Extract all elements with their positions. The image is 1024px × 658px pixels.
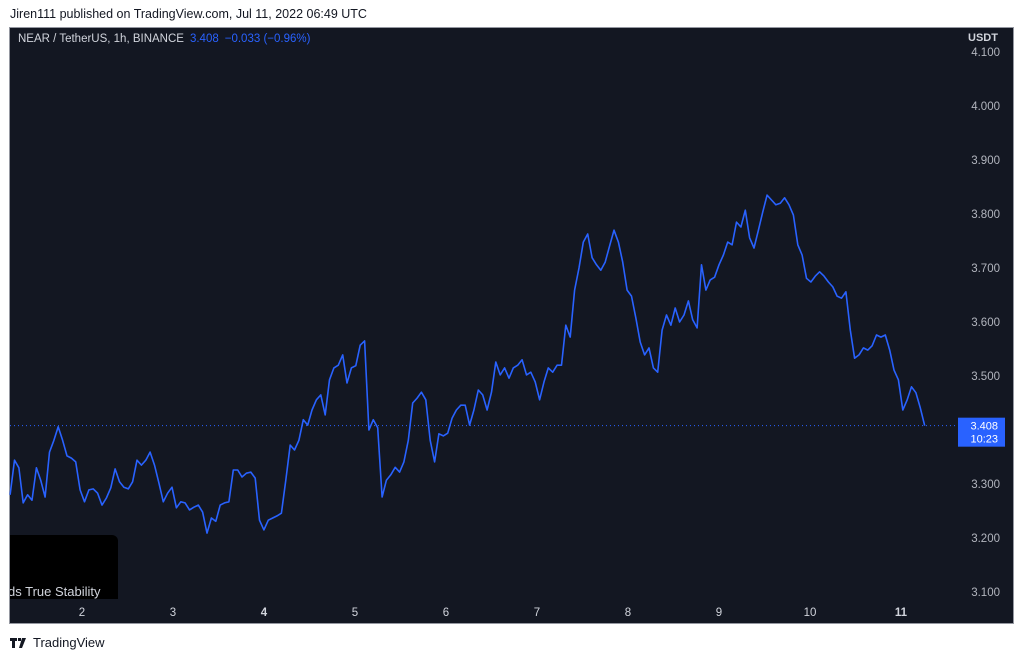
y-tick-label: 4.100 bbox=[971, 47, 1000, 59]
tradingview-logo-icon bbox=[10, 637, 26, 648]
x-tick-label: 7 bbox=[534, 607, 540, 619]
y-tick-label: 3.700 bbox=[971, 263, 1000, 275]
x-tick-label: 11 bbox=[895, 607, 908, 619]
chart-panel[interactable] bbox=[9, 27, 1014, 624]
y-tick-label: 3.900 bbox=[971, 155, 1000, 167]
x-tick-label: 6 bbox=[443, 607, 449, 619]
countdown-label: 10:23 bbox=[970, 434, 998, 446]
x-tick-label: 2 bbox=[79, 607, 85, 619]
overlay-text: ds True Stability bbox=[10, 584, 101, 599]
x-tick-label: 10 bbox=[804, 607, 817, 619]
y-tick-label: 3.200 bbox=[971, 533, 1000, 545]
x-tick-label: 9 bbox=[716, 607, 722, 619]
price-series-line bbox=[9, 194, 926, 534]
y-tick-label: 4.000 bbox=[971, 101, 1000, 113]
legend-symbol: NEAR / TetherUS, 1h, BINANCE bbox=[18, 33, 184, 45]
overlay-box: ds True Stability bbox=[10, 535, 118, 599]
legend-change: −0.033 (−0.96%) bbox=[224, 33, 311, 45]
legend-price: 3.408 bbox=[189, 33, 219, 45]
last-price-label: 3.408 bbox=[970, 421, 998, 433]
footer: TradingView bbox=[10, 635, 105, 650]
x-tick-label: 4 bbox=[261, 607, 268, 619]
y-axis-unit: USDT bbox=[968, 32, 998, 44]
last-price-badge bbox=[958, 417, 1005, 447]
footer-brand: TradingView bbox=[33, 635, 105, 650]
y-tick-label: 3.600 bbox=[971, 317, 1000, 329]
x-tick-label: 5 bbox=[352, 607, 358, 619]
y-tick-label: 3.300 bbox=[971, 479, 1000, 491]
publisher-line: Jiren111 published on TradingView.com, J… bbox=[10, 7, 367, 21]
y-tick-label: 3.800 bbox=[971, 209, 1000, 221]
y-tick-label: 3.100 bbox=[971, 587, 1000, 599]
x-tick-label: 8 bbox=[625, 607, 631, 619]
y-tick-label: 3.500 bbox=[971, 371, 1000, 383]
x-tick-label: 3 bbox=[170, 607, 176, 619]
chart-legend: NEAR / TetherUS, 1h, BINANCE 3.408 −0.033 … bbox=[18, 33, 310, 45]
